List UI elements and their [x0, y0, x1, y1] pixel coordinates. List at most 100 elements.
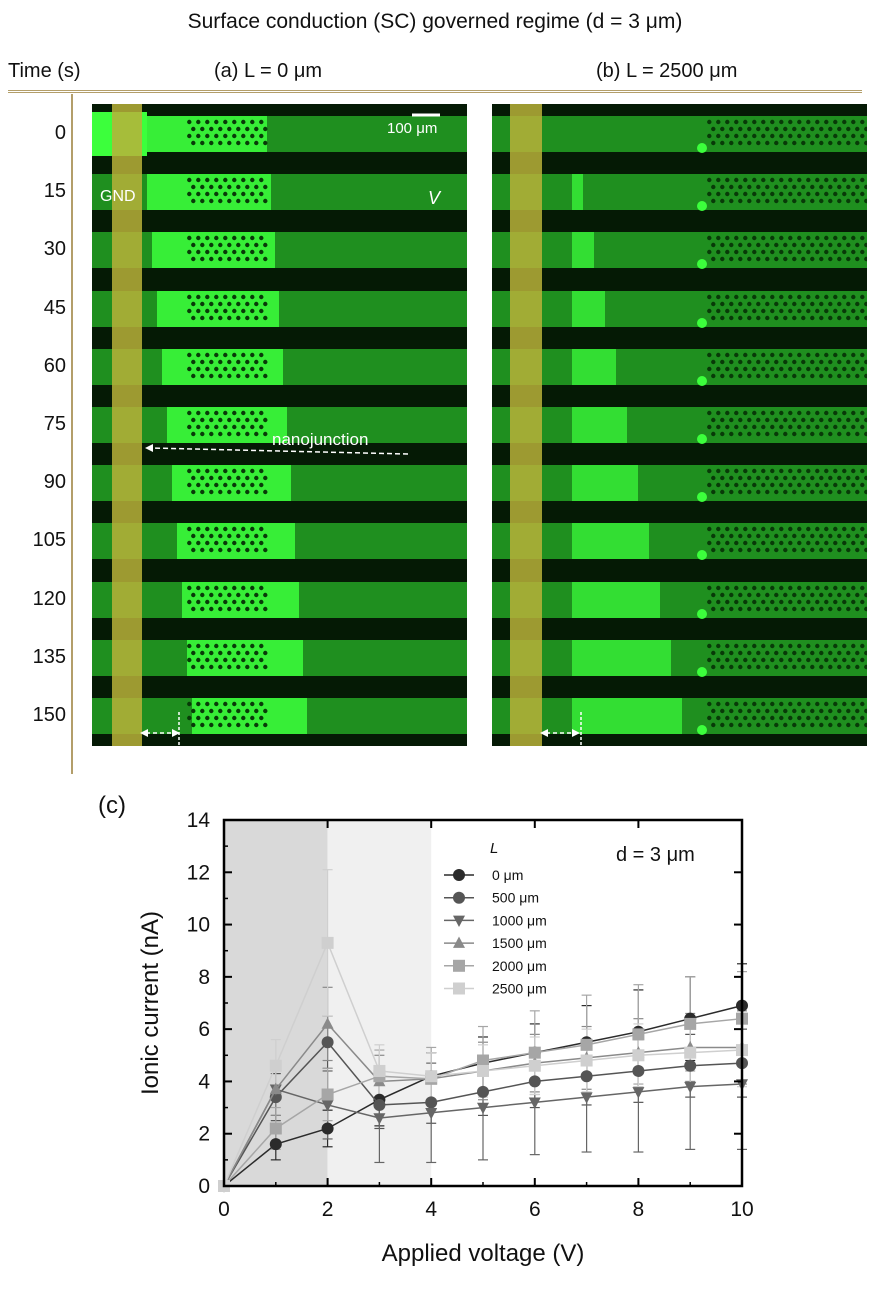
time-label: 15: [43, 180, 66, 203]
micrograph-frame-a: [92, 220, 467, 281]
data-point: [321, 936, 334, 949]
data-point: [684, 1046, 697, 1059]
data-point: [269, 1122, 282, 1135]
time-label: 150: [32, 704, 66, 726]
time-label: 135: [32, 645, 66, 668]
y-tick-label: 6: [198, 1018, 210, 1041]
legend-marker: [453, 936, 465, 948]
time-label: 45: [43, 296, 66, 319]
data-point: [321, 1088, 334, 1101]
data-point: [321, 1100, 334, 1112]
data-point: [684, 1059, 697, 1072]
legend-label: 2500 μm: [492, 981, 547, 997]
micrograph-frame-a: [92, 395, 467, 455]
panel-c-label: (c): [98, 792, 126, 819]
panel-b-label: (b) L = 2500 μm: [596, 60, 738, 82]
time-label: 30: [43, 238, 66, 261]
data-point: [373, 1113, 386, 1125]
data-point: [580, 1070, 593, 1083]
legend-marker: [453, 959, 465, 972]
legend-label: 2000 μm: [492, 958, 547, 974]
time-label: 75: [43, 413, 66, 435]
data-point: [373, 1098, 386, 1111]
data-point: [321, 1036, 334, 1049]
data-point: [632, 1064, 645, 1077]
legend-label: 500 μm: [492, 890, 539, 906]
legend-marker: [453, 915, 465, 927]
micrograph-frame-b: [492, 220, 867, 281]
micrograph-frame-b: [492, 686, 867, 746]
micrograph-frame-a: [92, 686, 467, 746]
micrograph-frame-a: [92, 453, 467, 514]
data-point: [269, 1082, 282, 1095]
data-point: [477, 1085, 489, 1098]
y-tick-label: 4: [198, 1070, 210, 1093]
micrograph-frame-a: [92, 511, 467, 572]
legend-label: 0 μm: [492, 867, 523, 883]
data-point: [580, 1038, 593, 1051]
data-point: [269, 1138, 282, 1151]
data-point: [632, 1028, 645, 1041]
time-axis-rule: [71, 94, 73, 774]
micrograph-frame-a: [92, 278, 467, 339]
annotation-scale_bar: 100 μm: [387, 120, 438, 137]
data-point: [528, 1046, 541, 1059]
data-point: [425, 1070, 438, 1083]
micrograph-frame-a: [92, 162, 467, 223]
y-tick-label: 2: [198, 1123, 210, 1146]
data-point: [269, 1059, 282, 1072]
annotation-voltage: V: [428, 188, 441, 208]
micrograph-frame-b: [492, 278, 867, 339]
legend-title: L: [490, 840, 498, 857]
data-point: [580, 1092, 593, 1104]
chart-annotation: d = 3 μm: [616, 844, 695, 866]
micrograph-frame-b: [492, 511, 867, 572]
data-point: [373, 1064, 386, 1077]
micrograph-frame-b: [492, 627, 867, 688]
micrograph-frame-a: [92, 627, 467, 688]
micrograph-frame-b: [492, 569, 867, 630]
y-axis-label: Ionic current (nA): [137, 911, 164, 1095]
data-point: [425, 1108, 438, 1120]
micrograph-frame-a: [92, 569, 467, 630]
x-axis-label: Applied voltage (V): [382, 1240, 585, 1267]
data-point: [477, 1102, 489, 1115]
micrograph-frame-b: [492, 104, 867, 164]
legend-label: 1500 μm: [492, 935, 547, 951]
time-label: 120: [32, 587, 66, 610]
micrograph-frame-b: [492, 336, 867, 397]
time-column-header: Time (s): [8, 60, 81, 82]
time-label: 90: [43, 471, 66, 494]
data-point: [632, 1087, 645, 1099]
chart-svg: 0 2 4 6 8 10 0 2 4 6 8 10 12 14 Applied voltage (V) Ion…: [98, 792, 754, 1267]
data-point: [321, 1122, 334, 1135]
y-tick-label: 10: [187, 914, 210, 937]
data-point: [477, 1054, 489, 1067]
legend-marker: [453, 869, 465, 881]
x-tick-label: 6: [529, 1198, 541, 1221]
data-point: [632, 1049, 645, 1062]
data-point: [528, 1059, 541, 1072]
x-tick-label: 10: [730, 1198, 753, 1221]
data-point: [684, 1081, 697, 1094]
micrograph-frame-a: [92, 336, 467, 397]
micrograph-frame-a: [92, 104, 467, 164]
annotation-depletion: ion depletion boundary: [156, 744, 329, 763]
micrograph-frame-b: [492, 395, 867, 455]
annotation-nanojunction: nanojunction: [272, 430, 369, 449]
legend-label: 1000 μm: [492, 912, 547, 928]
y-tick-label: 0: [198, 1175, 210, 1198]
data-point: [528, 1097, 541, 1109]
header-rule: [8, 90, 862, 93]
x-tick-label: 0: [218, 1198, 230, 1221]
y-tick-label: 12: [187, 861, 210, 884]
ionic-current-chart: 0 2 4 6 8 10 0 2 4 6 8 10 12 14 Applied voltage (V) Ion…: [0, 780, 870, 1300]
x-tick-label: 8: [633, 1198, 645, 1221]
x-tick-label: 2: [322, 1198, 334, 1221]
time-label: 0: [54, 122, 66, 144]
time-label: 105: [32, 529, 66, 552]
data-point: [580, 1054, 593, 1067]
data-point: [425, 1096, 438, 1109]
panel-a-label: (a) L = 0 μm: [214, 60, 323, 82]
micrograph-frame-b: [492, 162, 867, 223]
